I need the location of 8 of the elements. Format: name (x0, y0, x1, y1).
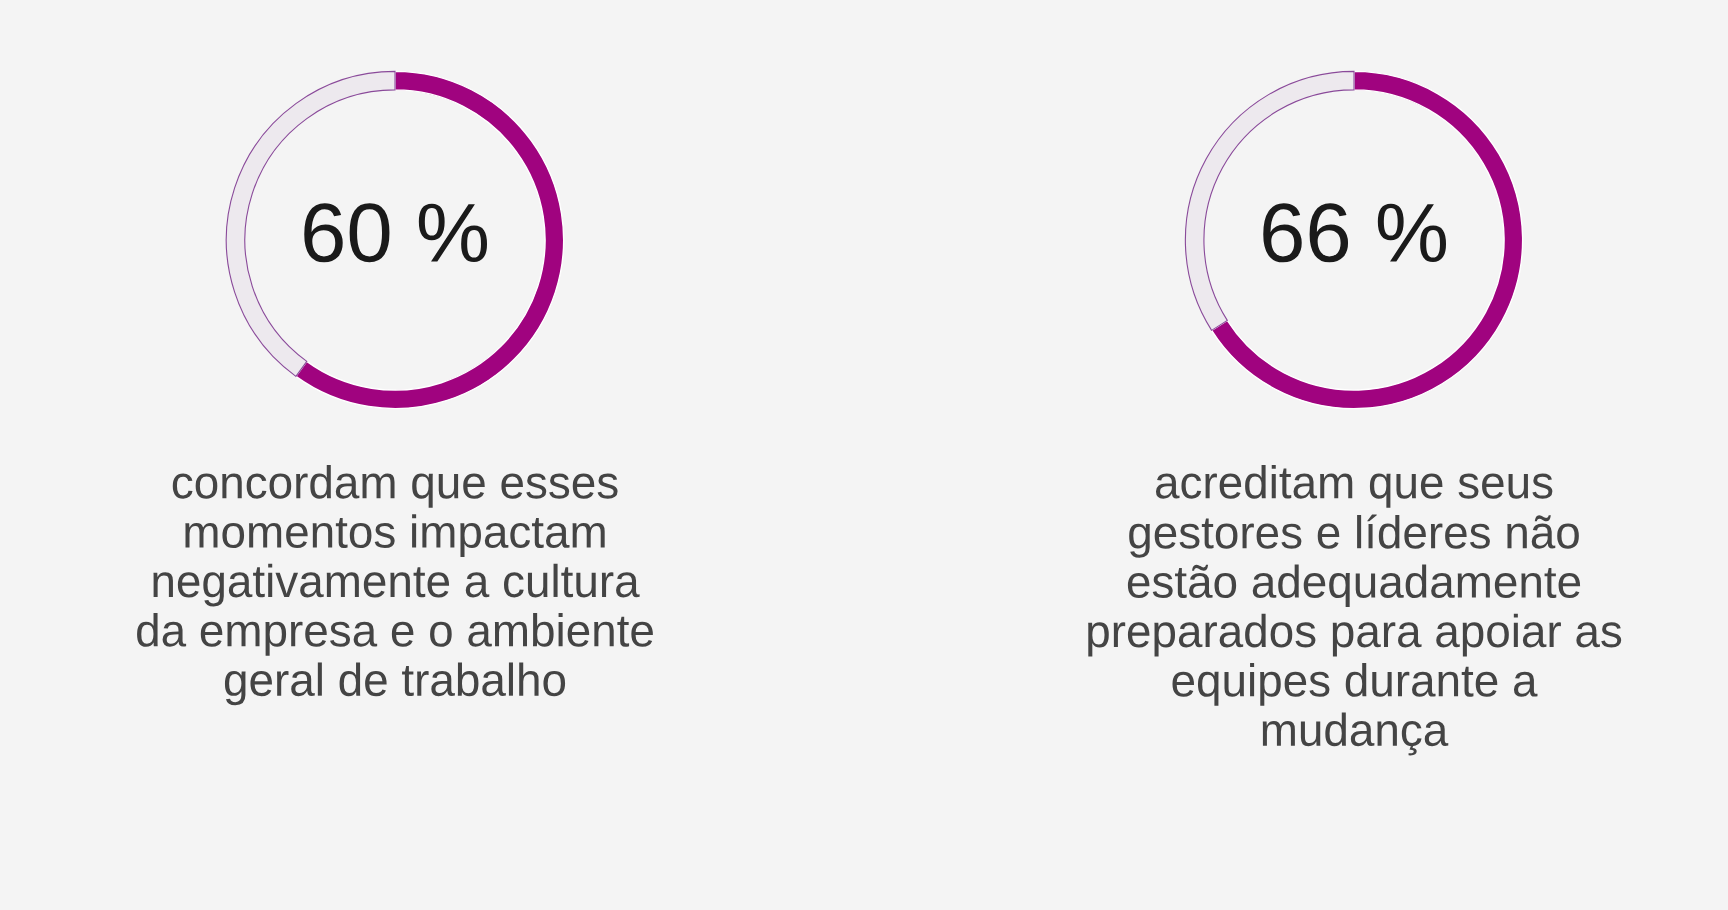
data-label: 66 % (1263, 203, 1447, 263)
donut-slice (295, 70, 565, 410)
text: concordam que esses momentos impactam negativamente a cultura da empresa e o ambiente geral de trabalho (137, 465, 653, 706)
data-label: 60 % (304, 203, 488, 263)
donut-slice (1210, 70, 1524, 410)
donut-slice (225, 70, 396, 377)
text: acreditam que seus gestores e líderes não estão adequadamente preparados para apoiar as equipes durante a mudança (1088, 465, 1622, 756)
donut-slice (1184, 70, 1355, 331)
